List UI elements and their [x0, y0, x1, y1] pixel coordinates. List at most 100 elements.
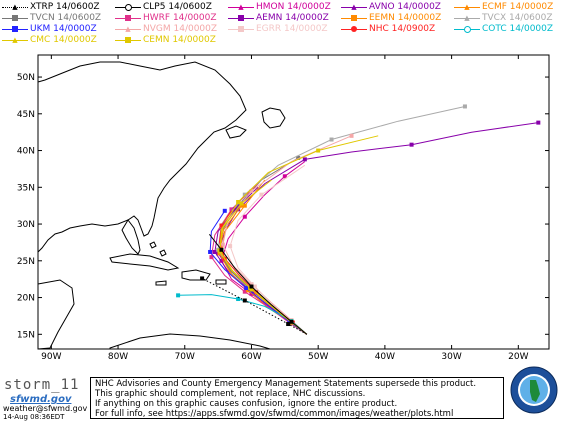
- lat-label: 40N: [17, 147, 35, 157]
- lat-label: 35N: [17, 183, 35, 193]
- track-point-marker: [296, 155, 301, 160]
- track-point-marker: [212, 249, 217, 254]
- track-point-marker: [249, 188, 254, 193]
- lat-label: 30N: [17, 220, 35, 230]
- lat-label: 45N: [17, 110, 35, 120]
- lon-label: 30W: [441, 352, 461, 362]
- legend-swatch: [228, 24, 254, 35]
- lon-label: 80W: [108, 352, 128, 362]
- track-point-marker: [242, 289, 247, 294]
- forecast-tracks: [176, 104, 541, 335]
- disclaimer-link[interactable]: For full info, see https://apps.sfwmd.go…: [95, 409, 454, 419]
- forecast-track-line: [201, 277, 308, 335]
- track-point-marker: [409, 142, 414, 147]
- legend-label: TVCX 14/0600Z: [482, 13, 553, 23]
- legend-label: HWRF 14/0000Z: [143, 13, 217, 23]
- legend-entry: EEMN 14/0000Z: [341, 13, 441, 24]
- lon-label: 60W: [241, 352, 261, 362]
- track-point-marker: [229, 207, 234, 212]
- track-point-marker: [244, 285, 249, 290]
- legend-label: AVNO 14/0000Z: [369, 2, 441, 12]
- legend-swatch: ▲: [341, 2, 367, 13]
- legend-swatch: ▲: [454, 13, 480, 24]
- track-point-marker: [242, 203, 247, 208]
- contact-email[interactable]: weather@sfwmd.gov: [3, 404, 88, 413]
- circle-marker-icon: [351, 26, 357, 32]
- legend-label: CLP5 14/0600Z: [143, 2, 212, 12]
- track-point-marker: [200, 276, 205, 281]
- lon-label: 50W: [308, 352, 328, 362]
- legend-swatch: ▲: [2, 2, 28, 13]
- triangle-marker-icon: ▲: [238, 3, 244, 11]
- legend-label: EEMN 14/0000Z: [369, 13, 442, 23]
- model-legend: ▲ XTRP 14/0600Z CLP5 14/0600Z ▲ HMON 14/0000…: [0, 0, 562, 48]
- central-america: [37, 279, 75, 350]
- legend-label: NHC 14/0900Z: [369, 24, 436, 34]
- legend-swatch: ▲: [228, 2, 254, 13]
- track-point-marker: [208, 249, 213, 254]
- forecast-track-line: [209, 210, 308, 335]
- track-point-marker: [217, 248, 222, 253]
- legend-swatch: [2, 13, 28, 24]
- legend-swatch: ▲: [2, 35, 28, 46]
- legend-label: ECMF 14/0000Z: [482, 2, 554, 12]
- bahamas: [149, 241, 167, 257]
- legend-swatch: [228, 13, 254, 24]
- legend-entry: TVCN 14/0600Z: [2, 13, 101, 24]
- track-point-marker: [228, 244, 233, 249]
- legend-entry: ▲ NVGM 14/0000Z: [115, 24, 217, 35]
- lon-label: 70W: [175, 352, 195, 362]
- legend-entry: ▲ ECMF 14/0000Z: [454, 2, 553, 13]
- legend-label: UKM 14/0000Z: [30, 24, 97, 34]
- legend-entry: HWRF 14/0000Z: [115, 13, 217, 24]
- track-point-marker: [242, 298, 247, 303]
- track-point-marker: [282, 174, 287, 179]
- storm-name: storm_11: [4, 377, 80, 393]
- newfoundland: [261, 107, 286, 129]
- lat-label: 20N: [17, 294, 35, 304]
- track-point-marker: [236, 200, 241, 204]
- puerto-rico: [215, 279, 227, 285]
- triangle-marker-icon: ▲: [464, 3, 470, 11]
- legend-entry: ▲ TVCX 14/0600Z: [454, 13, 553, 24]
- triangle-marker-icon: ▲: [351, 3, 357, 11]
- sfwmd-logo-text[interactable]: sfwmd.gov: [10, 394, 72, 405]
- legend-swatch: ▲: [454, 2, 480, 13]
- square-marker-icon: [238, 26, 244, 32]
- nova-scotia: [225, 125, 247, 139]
- disclaimer-line: This graphic should complement, not repl…: [95, 389, 366, 399]
- square-marker-icon: [351, 15, 357, 21]
- track-point-marker: [217, 251, 222, 256]
- legend-swatch: [2, 24, 28, 35]
- legend-swatch: [115, 13, 141, 24]
- track-point-marker: [302, 157, 307, 162]
- forecast-track-line: [229, 164, 308, 335]
- legend-label: XTRP 14/0600Z: [30, 2, 100, 12]
- triangle-marker-icon: ▲: [12, 3, 18, 11]
- triangle-marker-icon: ▲: [125, 25, 131, 33]
- square-marker-icon: [238, 15, 244, 21]
- disclaimer-box: NHC Advisories and County Emergency Mana…: [90, 377, 504, 419]
- lon-label: 20W: [508, 352, 528, 362]
- track-point-marker: [286, 322, 291, 327]
- track-point-marker: [222, 208, 227, 213]
- florida: [121, 219, 141, 255]
- triangle-marker-icon: ▲: [464, 14, 470, 22]
- track-point-marker: [236, 297, 241, 302]
- legend-entry: ▲ HMON 14/0000Z: [228, 2, 331, 13]
- legend-label: TVCN 14/0600Z: [30, 13, 102, 23]
- track-point-marker: [287, 319, 292, 324]
- coastline-outlines: [37, 61, 286, 350]
- lon-label: 40W: [375, 352, 395, 362]
- track-map: 50N 45N 40N 35N 30N 25N 20N 15N 90W 80W 70W 60W 50W 4…: [17, 54, 550, 362]
- track-point-marker: [239, 203, 244, 208]
- track-point-marker: [242, 214, 247, 219]
- legend-entry: ▲ AVNO 14/0000Z: [341, 2, 441, 13]
- lat-label: 25N: [17, 257, 35, 267]
- square-marker-icon: [125, 37, 131, 43]
- forecast-track-line: [222, 135, 352, 335]
- legend-label: CEMN 14/0000Z: [143, 35, 216, 45]
- lat-lon-grid: [38, 55, 549, 349]
- track-point-marker: [249, 284, 254, 289]
- track-point-marker: [349, 133, 354, 138]
